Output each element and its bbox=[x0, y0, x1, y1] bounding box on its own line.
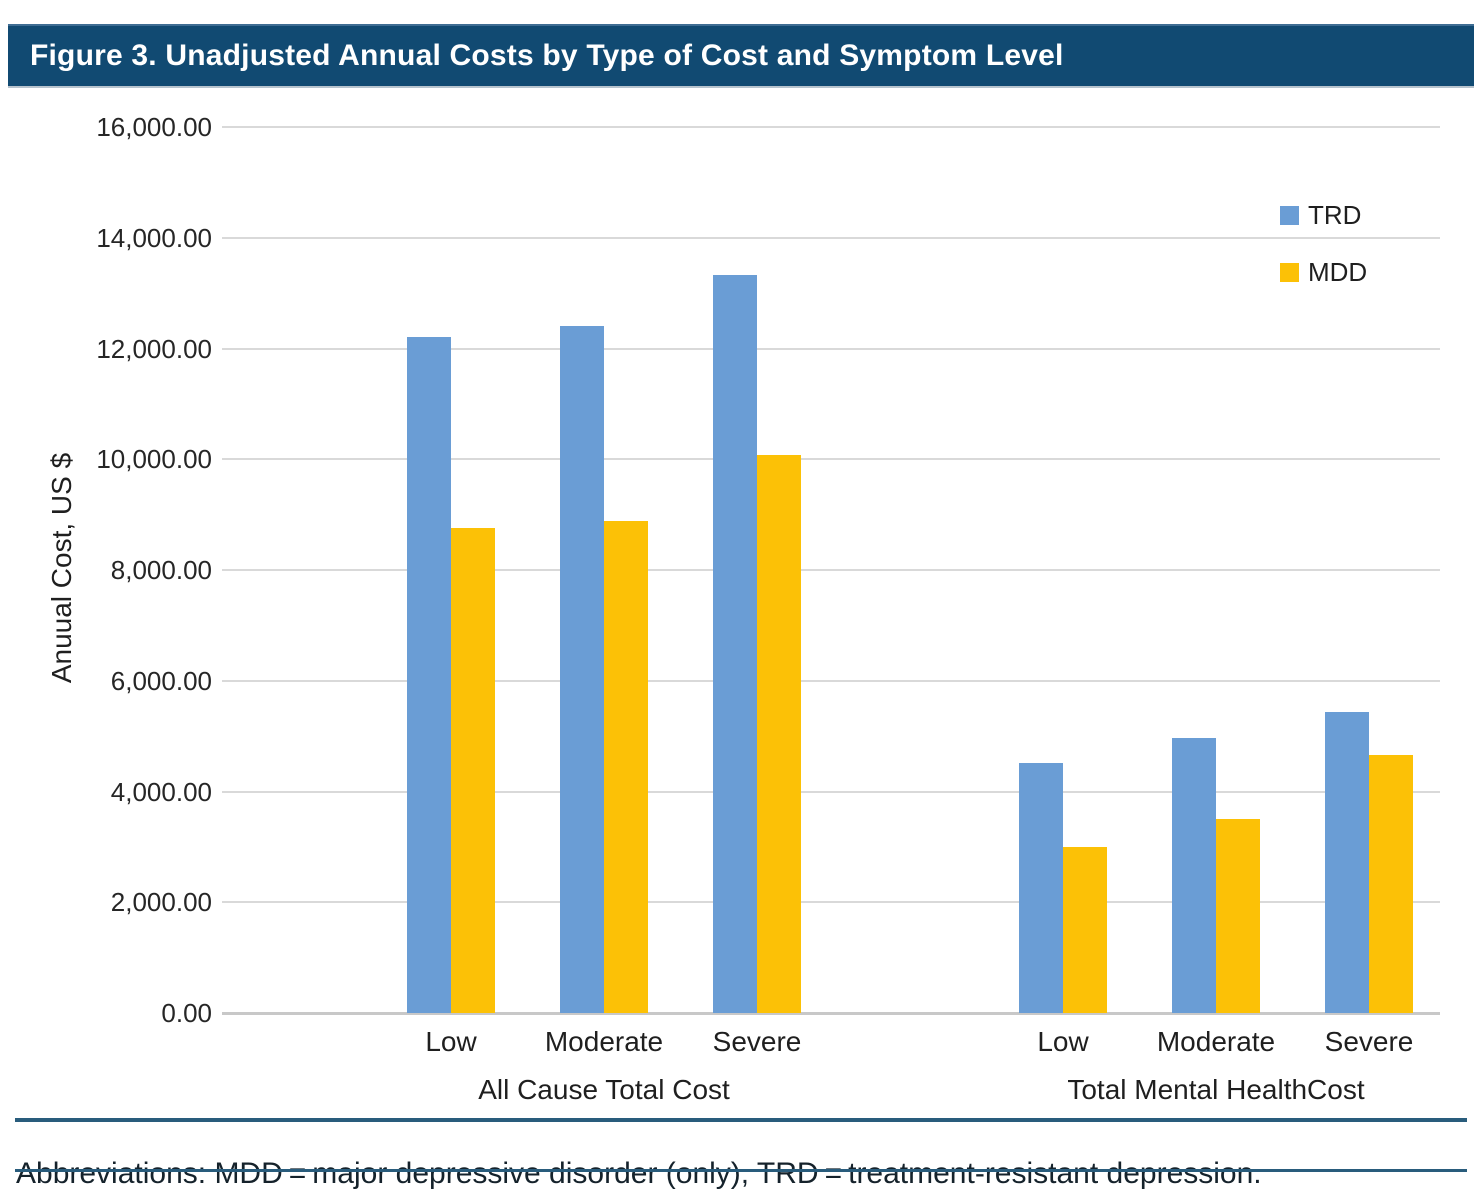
gridline bbox=[222, 236, 1440, 239]
bar-mdd bbox=[757, 454, 801, 1013]
y-tick-label: 16,000.00 bbox=[96, 112, 212, 142]
trd-legend-swatch-icon bbox=[1280, 206, 1299, 225]
bar-trd bbox=[1019, 763, 1063, 1013]
bar-mdd bbox=[604, 520, 648, 1013]
legend-item-trd: TRD bbox=[1280, 200, 1361, 231]
gridline bbox=[222, 790, 1440, 793]
legend-item-mdd: MDD bbox=[1280, 257, 1367, 288]
gridline bbox=[222, 458, 1440, 461]
figure-title-bar: Figure 3. Unadjusted Annual Costs by Typ… bbox=[8, 24, 1474, 88]
bar-trd bbox=[560, 326, 604, 1013]
bar-trd bbox=[407, 337, 451, 1013]
y-tick-label: 10,000.00 bbox=[96, 444, 212, 475]
category-label: Low bbox=[1037, 1026, 1089, 1057]
trd-legend-label: TRD bbox=[1308, 200, 1362, 230]
bar-mdd bbox=[1063, 846, 1107, 1013]
gridline bbox=[222, 569, 1440, 571]
gridline bbox=[222, 679, 1440, 682]
y-tick-label: 6,000.00 bbox=[110, 665, 212, 696]
group-label: All Cause Total Cost bbox=[478, 1074, 730, 1105]
figure-title: Figure 3. Unadjusted Annual Costs by Typ… bbox=[30, 39, 1064, 72]
bar-trd bbox=[1172, 738, 1216, 1013]
y-tick-label: 8,000.00 bbox=[110, 555, 212, 585]
bar-mdd bbox=[1216, 819, 1260, 1013]
footer-rule-bottom bbox=[15, 1169, 1467, 1172]
y-tick-label: 4,000.00 bbox=[110, 776, 212, 807]
bar-trd bbox=[1325, 712, 1369, 1013]
bar-mdd bbox=[1369, 754, 1413, 1013]
abbreviations-note: Abbreviations: MDD = major depressive di… bbox=[16, 1157, 1262, 1190]
gridline bbox=[222, 126, 1440, 128]
mdd-legend-swatch-icon bbox=[1280, 263, 1299, 282]
category-label: Low bbox=[425, 1026, 477, 1057]
category-label: Severe bbox=[1324, 1026, 1414, 1057]
footer-rule-top bbox=[15, 1118, 1467, 1122]
category-label: Moderate bbox=[1156, 1026, 1276, 1057]
x-axis-line bbox=[222, 1012, 1440, 1015]
bar-trd bbox=[713, 275, 757, 1013]
mdd-legend-label: MDD bbox=[1308, 257, 1368, 287]
y-tick-label: 12,000.00 bbox=[96, 333, 212, 364]
y-tick-label: 2,000.00 bbox=[110, 887, 212, 918]
bar-mdd bbox=[451, 528, 495, 1013]
y-tick-label: 0.00 bbox=[161, 998, 212, 1028]
group-label: Total Mental HealthCost bbox=[1067, 1074, 1365, 1105]
y-tick-label: 14,000.00 bbox=[96, 222, 212, 253]
gridline bbox=[222, 901, 1440, 904]
gridline bbox=[222, 347, 1440, 350]
category-label: Moderate bbox=[544, 1026, 664, 1057]
category-label: Severe bbox=[712, 1026, 802, 1057]
